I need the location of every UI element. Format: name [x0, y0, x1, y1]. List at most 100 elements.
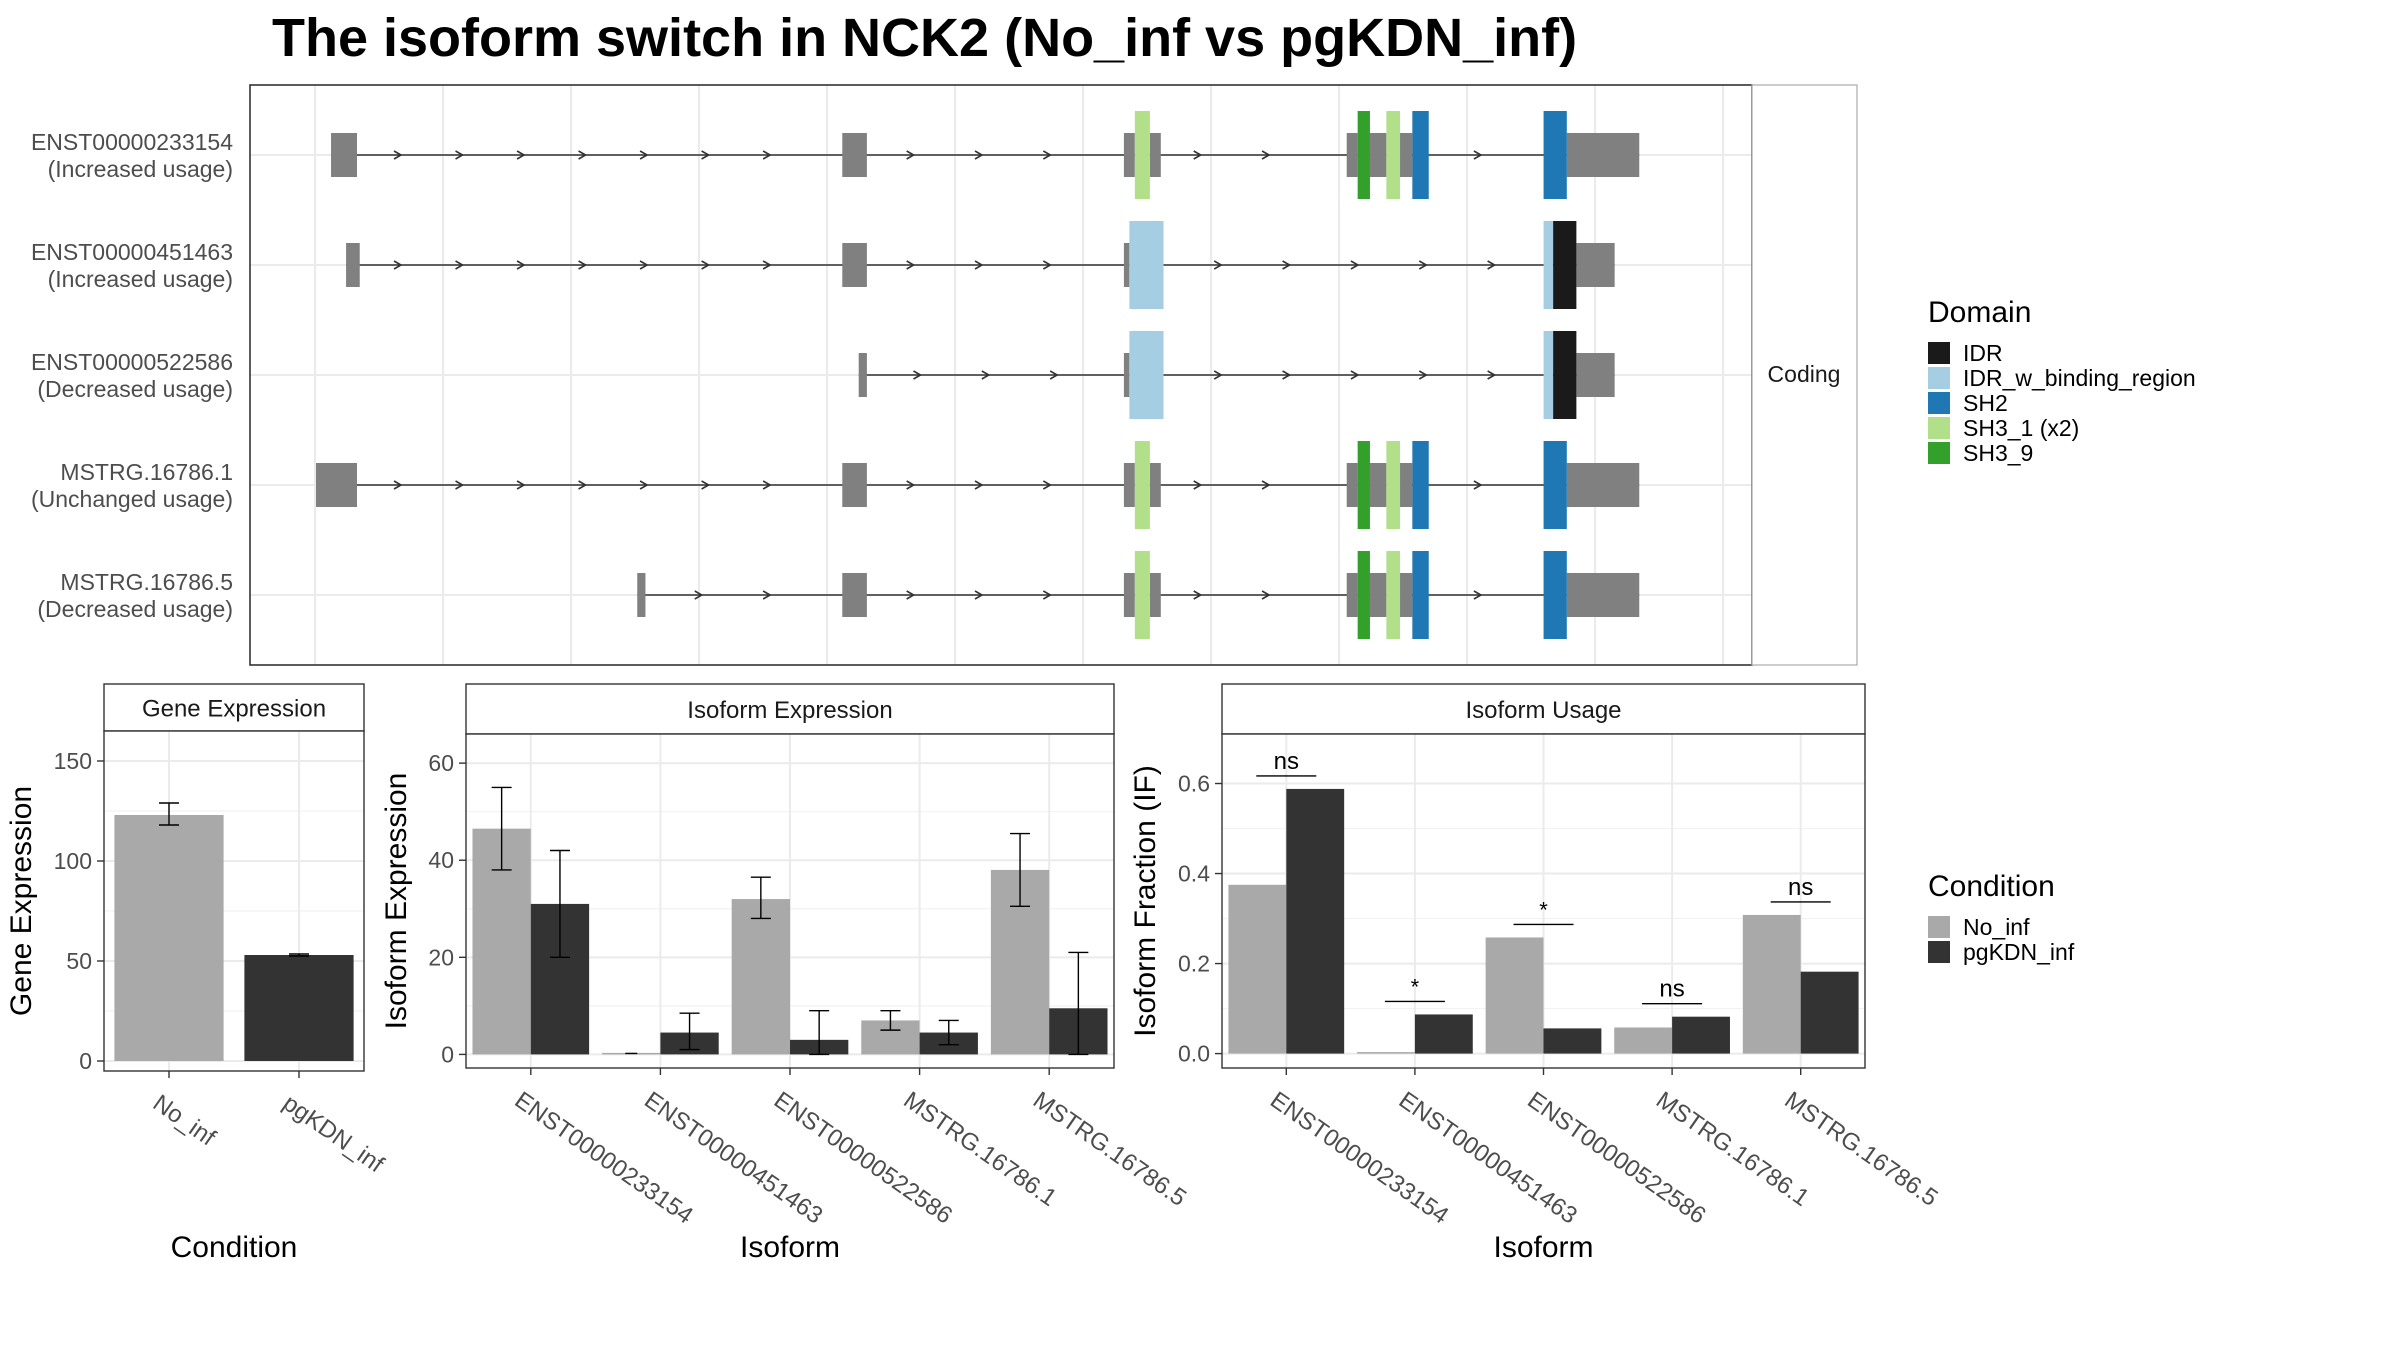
intron-direction-arrow — [762, 590, 772, 600]
significance-label: ns — [1788, 874, 1813, 901]
utr-exon — [842, 573, 867, 617]
domain-exon-SH3_9 — [1357, 111, 1370, 199]
domain-exon-IDR — [1553, 331, 1577, 419]
x-axis-title: Isoform — [1493, 1231, 1593, 1264]
domain-exon-SH2 — [1412, 111, 1429, 199]
intron-direction-arrow — [762, 480, 772, 490]
legend-key-IDR — [1928, 342, 1950, 364]
condition-legend-title: Condition — [1928, 870, 2055, 903]
utr-exon — [842, 463, 867, 507]
transcript-usage-label: (Increased usage) — [48, 156, 233, 182]
legend-label-IDR_w_binding_region: IDR_w_binding_region — [1963, 365, 2196, 391]
intron-direction-arrow — [1473, 480, 1483, 490]
utr-exon — [1576, 243, 1615, 287]
intron-direction-arrow — [762, 260, 772, 270]
utr-exon — [1346, 463, 1358, 507]
utr-exon — [1149, 133, 1161, 177]
x-axis-title: Isoform — [740, 1231, 840, 1264]
intron-direction-arrow — [1193, 590, 1203, 600]
legend-key-pgkdn_inf — [1928, 941, 1950, 963]
utr-exon — [858, 353, 867, 397]
intron-direction-arrow — [516, 150, 526, 160]
domain-exon-SH2 — [1543, 441, 1567, 529]
transcript-usage-label: (Decreased usage) — [37, 376, 233, 402]
utr-exon — [1123, 133, 1135, 177]
domain-exon-IDR_w_binding_region — [1543, 331, 1554, 419]
legend-label-no_inf: No_inf — [1963, 914, 2030, 940]
intron-direction-arrow — [974, 260, 984, 270]
intron-direction-arrow — [1418, 260, 1428, 270]
utr-exon — [1369, 573, 1387, 617]
domain-exon-SH3_1 — [1134, 441, 1150, 529]
intron-direction-arrow — [1282, 370, 1292, 380]
transcript-id-label: ENST00000451463 — [31, 239, 233, 265]
utr-exon — [1566, 463, 1640, 507]
y-axis-title: Isoform Expression — [380, 773, 413, 1030]
intron-direction-arrow — [906, 480, 916, 490]
intron-direction-arrow — [701, 480, 711, 490]
significance-label: * — [1539, 897, 1548, 922]
utr-exon — [346, 243, 360, 287]
y-tick-label: 150 — [54, 748, 92, 774]
intron-direction-arrow — [639, 150, 649, 160]
utr-exon — [1123, 573, 1135, 617]
intron-direction-arrow — [1350, 260, 1360, 270]
transcript-id-label: MSTRG.16786.1 — [60, 459, 233, 485]
y-tick-label: 0 — [441, 1041, 454, 1067]
intron-direction-arrow — [981, 370, 991, 380]
intron-direction-arrow — [393, 480, 403, 490]
utr-exon — [316, 463, 358, 507]
bar-ENST00000522586-No_inf — [731, 899, 790, 1055]
y-tick-label: 50 — [66, 948, 92, 974]
intron-direction-arrow — [1473, 150, 1483, 160]
utr-exon — [1123, 463, 1135, 507]
bar-ENST00000451463-pgKDN_inf — [1414, 1014, 1473, 1054]
utr-exon — [1149, 463, 1161, 507]
domain-exon-SH2 — [1543, 111, 1567, 199]
intron-direction-arrow — [1193, 480, 1203, 490]
domain-exon-IDR_w_binding_region — [1543, 221, 1554, 309]
utr-exon — [637, 573, 646, 617]
bar-MSTRG.16786.5-pgKDN_inf — [1800, 971, 1859, 1054]
y-tick-label: 0.4 — [1178, 861, 1210, 887]
bar-MSTRG.16786.1-pgKDN_inf — [1672, 1016, 1730, 1054]
intron-direction-arrow — [578, 150, 588, 160]
intron-direction-arrow — [1261, 480, 1271, 490]
utr-exon — [1123, 243, 1130, 287]
intron-direction-arrow — [694, 590, 704, 600]
intron-direction-arrow — [455, 260, 465, 270]
intron-direction-arrow — [906, 150, 916, 160]
utr-exon — [1149, 573, 1161, 617]
intron-direction-arrow — [906, 260, 916, 270]
y-tick-label: 0.6 — [1178, 771, 1210, 797]
intron-direction-arrow — [1049, 370, 1059, 380]
intron-direction-arrow — [1418, 370, 1428, 380]
domain-exon-SH3_1 — [1134, 551, 1150, 639]
intron-direction-arrow — [639, 260, 649, 270]
isoform-expression-panel: Isoform Expression0204060ENST00000233154… — [380, 683, 1191, 1264]
legend-label-SH3_1: SH3_1 (x2) — [1963, 415, 2079, 441]
intron-direction-arrow — [639, 480, 649, 490]
domain-exon-SH3_1 — [1386, 441, 1401, 529]
domain-exon-SH2 — [1412, 551, 1429, 639]
intron-direction-arrow — [1193, 150, 1203, 160]
utr-exon — [1369, 133, 1387, 177]
legend-label-SH2: SH2 — [1963, 390, 2008, 416]
legend-label-IDR: IDR — [1963, 340, 2003, 366]
intron-direction-arrow — [578, 260, 588, 270]
domain-exon-IDR_w_binding_region — [1129, 331, 1164, 419]
intron-direction-arrow — [455, 480, 465, 490]
significance-label: ns — [1659, 976, 1684, 1003]
intron-direction-arrow — [455, 150, 465, 160]
legend-key-SH3_9 — [1928, 442, 1950, 464]
panel-strip — [465, 683, 1115, 735]
y-tick-label: 60 — [428, 750, 454, 776]
transcript-usage-label: (Decreased usage) — [37, 596, 233, 622]
y-axis-title: Isoform Fraction (IF) — [1129, 765, 1162, 1037]
legend-label-pgkdn_inf: pgKDN_inf — [1963, 939, 2075, 965]
intron-direction-arrow — [974, 590, 984, 600]
intron-direction-arrow — [1042, 590, 1052, 600]
facet-strip-label: Coding — [1768, 361, 1841, 387]
